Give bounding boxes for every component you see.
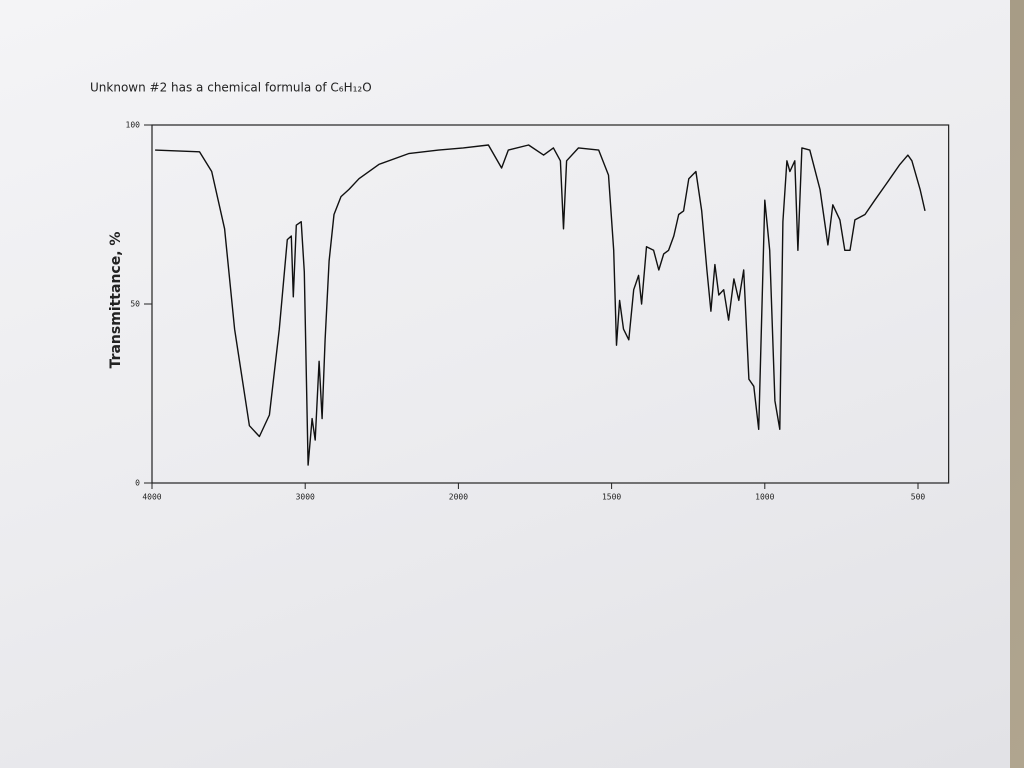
x-tick-label: 2000 bbox=[449, 493, 468, 502]
x-tick-label: 3000 bbox=[296, 493, 315, 502]
x-tick-label: 4000 bbox=[142, 493, 161, 502]
x-tick-label: 500 bbox=[911, 493, 926, 502]
x-tick-label: 1000 bbox=[755, 493, 774, 502]
plot-frame bbox=[151, 124, 950, 484]
chart-title: Unknown #2 has a chemical formula of C₆H… bbox=[90, 81, 372, 95]
y-tick-label: 50 bbox=[130, 300, 140, 309]
x-tick-label: 1500 bbox=[602, 493, 621, 502]
y-axis-label: Transmittance, % bbox=[108, 232, 124, 369]
y-tick-label: 100 bbox=[126, 121, 141, 130]
spectrum-line bbox=[155, 144, 926, 466]
y-tick-label: 0 bbox=[135, 479, 140, 488]
